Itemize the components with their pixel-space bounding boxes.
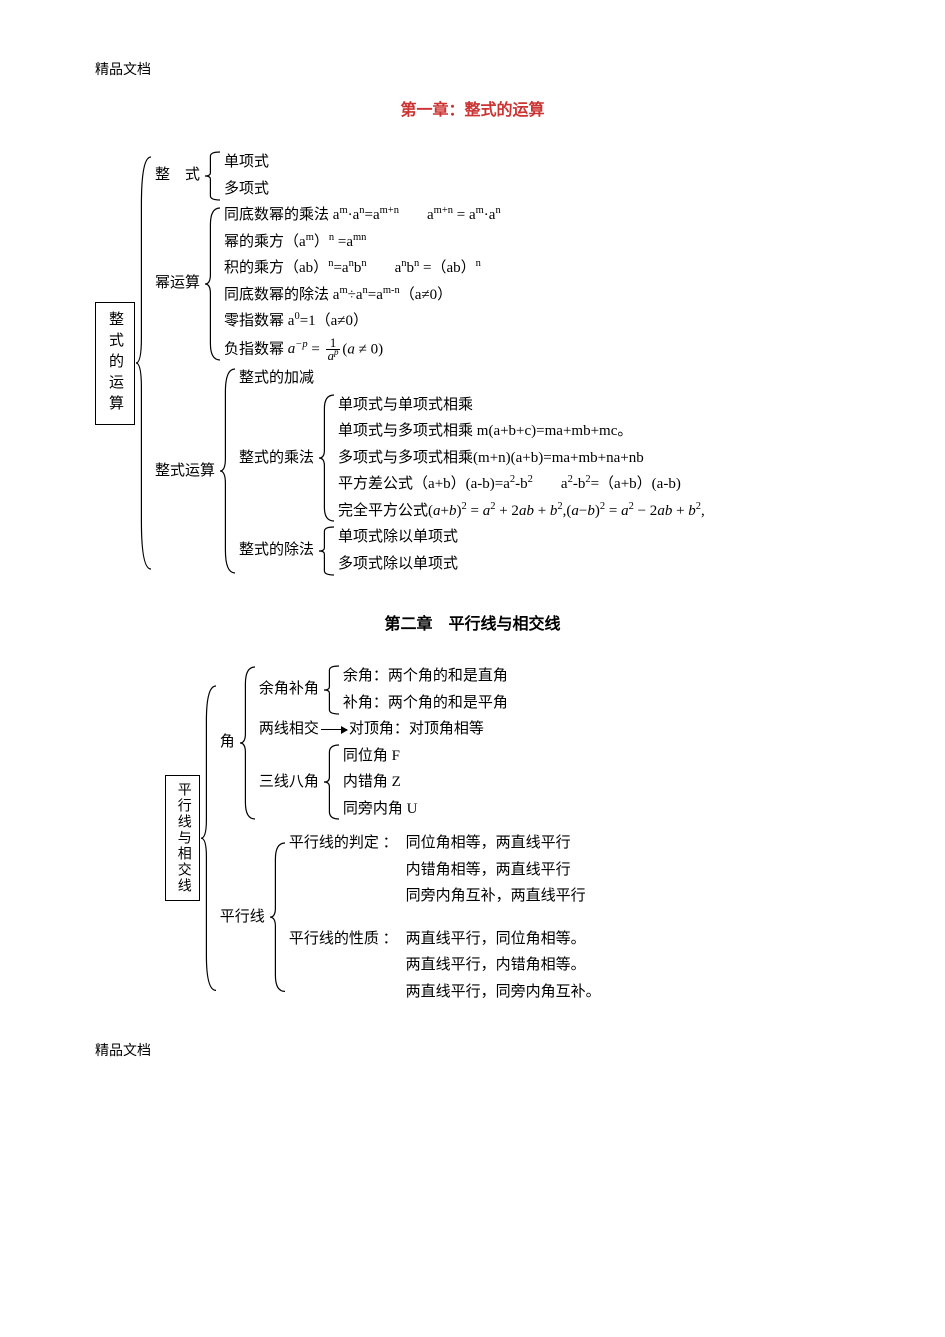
tree-leaf: 两直线平行，同旁内角互补。 [402,979,601,1006]
tree-node-label: 平行线 [216,906,269,929]
tree-leaf: 零指数幂 a0=1（a≠0） [220,308,501,335]
tree-branch: 整式的除法 单项式除以单项式多项式除以单项式 [235,524,705,577]
tree-leaf: 同底数幂的乘法 am·an=am+nam+n = am·an [220,202,501,229]
chapter1-title: 第一章：整式的运算 [95,99,850,123]
tree-leaf: 两直线平行，同位角相等。 [402,926,601,953]
tree-leaf: 单项式 [220,149,269,176]
tree-leaf: 内错角 Z [339,769,418,796]
tree-node-label: 整式的乘法 [235,447,318,470]
tree-node-label: 幂运算 [151,272,204,295]
tree-branch: 整 式 单项式多项式 [151,149,705,202]
tree-ch1: 整 式 单项式多项式 幂运算 同底数幂的乘法 am·an=am+nam+n = … [135,149,705,577]
tree-leaf: 多项式与多项式相乘(m+n)(a+b)=ma+mb+na+nb [334,445,705,472]
tree-leaf: 整式的加减 [235,365,705,392]
tree-leaf: 单项式与单项式相乘 [334,392,705,419]
tree-branch: 整式的乘法 单项式与单项式相乘单项式与多项式相乘 m(a+b+c)=ma+mb+… [235,392,705,525]
tree-leaf: 两线相交对顶角：对顶角相等 [255,716,508,743]
tree-leaf: 余角：两个角的和是直角 [339,663,508,690]
tree-leaf: 两直线平行，内错角相等。 [402,952,601,979]
tree-branch: 三线八角 同位角 F内错角 Z同旁内角 U [255,743,508,823]
tree-node-label: 角 [216,731,239,754]
tree-node-label: 整式的除法 [235,539,318,562]
tree-branch: 角 余角补角 余角：两个角的和是直角补角：两个角的和是平角 两线相交对顶角：对顶… [216,663,601,822]
tree-node-label: 余角补角 [255,678,323,701]
tree-leaf: 单项式与多项式相乘 m(a+b+c)=ma+mb+mc。 [334,418,705,445]
tree-node-label: 整式运算 [151,460,219,483]
tree-node-label: 三线八角 [255,771,323,794]
tree-leaf: 完全平方公式(a+b)2 = a2 + 2ab + b2,(a−b)2 = a2… [334,498,705,525]
tree-leaf: 同位角 F [339,743,418,770]
tree-branch: 整式运算 整式的加减 整式的乘法 单项式与单项式相乘单项式与多项式相乘 m(a+… [151,365,705,577]
root-box-ch1: 整式的运算 [95,302,135,425]
tree-leaf: 补角：两个角的和是平角 [339,690,508,717]
tree-leaf: 积的乘方（ab）n=anbnanbn =（ab）n [220,255,501,282]
tree-leaf: 幂的乘方（am）n =amn [220,229,501,256]
tree-branch: 幂运算 同底数幂的乘法 am·an=am+nam+n = am·an幂的乘方（a… [151,202,705,365]
tree-leaf: 内错角相等，两直线平行 [402,857,586,884]
chapter2-title: 第二章 平行线与相交线 [95,613,850,637]
tree-node-label: 平行线的判定 ： [285,830,402,855]
tree-leaf: 平方差公式（a+b）(a-b)=a2-b2a2-b2=（a+b）(a-b) [334,471,705,498]
page-header: 精品文档 [95,60,850,81]
tree-ch2: 角 余角补角 余角：两个角的和是直角补角：两个角的和是平角 两线相交对顶角：对顶… [200,663,601,1013]
tree-leaf: 负指数幂 a−p = 1ap(a ≠ 0) [220,335,501,366]
tree-leaf: 多项式除以单项式 [334,551,458,578]
tree-leaf: 同旁内角互补，两直线平行 [402,883,586,910]
tree-leaf: 同底数幂的除法 am÷an=am-n（a≠0） [220,282,501,309]
tree-branch: 平行线 平行线的判定 ： 同位角相等，两直线平行内错角相等，两直线平行同旁内角互… [216,822,601,1013]
tree-leaf: 同旁内角 U [339,796,418,823]
diagram-chapter1: 整式的运算 整 式 单项式多项式 幂运算 [95,149,850,577]
tree-leaf: 单项式除以单项式 [334,524,458,551]
tree-leaf: 多项式 [220,176,269,203]
tree-branch: 余角补角 余角：两个角的和是直角补角：两个角的和是平角 [255,663,508,716]
root-box-ch2: 平行线与相交线 [165,775,200,901]
tree-node-label: 平行线的性质 ： [285,926,402,951]
tree-node-label: 整 式 [151,164,204,187]
diagram-chapter2: 平行线与相交线 角 余角补角 [95,663,850,1013]
tree-leaf: 同位角相等，两直线平行 [402,830,586,857]
page-footer: 精品文档 [95,1041,850,1062]
